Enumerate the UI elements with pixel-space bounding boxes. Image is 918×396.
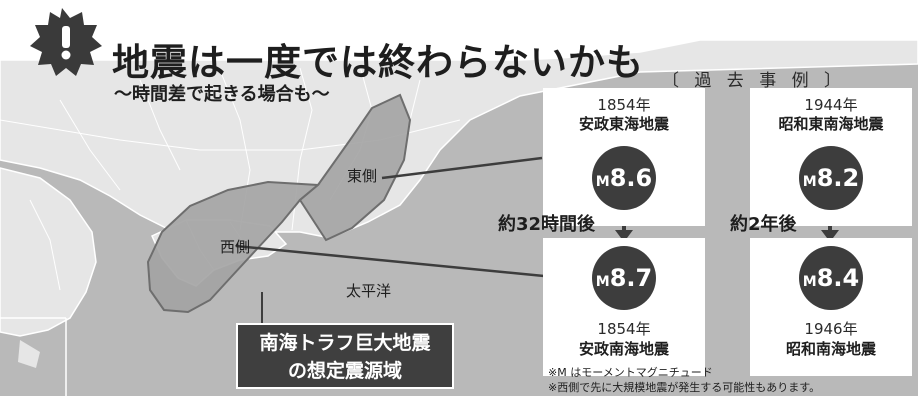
headline-title: 地震は一度では終わらないかも (112, 41, 644, 84)
case-card-ansei-tokai: 1854年 安政東海地震 M8.6 (543, 88, 705, 226)
card-quake-name: 昭和南海地震 (785, 340, 876, 358)
magnitude-prefix: M (595, 174, 610, 190)
inset-island (18, 340, 40, 368)
east-leader-line (381, 156, 543, 180)
card-quake-name: 安政東海地震 (578, 115, 669, 133)
card-quake-name: 昭和東南海地震 (778, 115, 884, 133)
magnitude-badge: M8.2 (799, 146, 863, 210)
magnitude-prefix: M (802, 274, 817, 290)
east-region-label: 東側 (347, 167, 378, 185)
card-year: 1944年 (804, 96, 858, 114)
interval-label: 約2年後 (730, 214, 797, 235)
magnitude-prefix: M (595, 274, 610, 290)
magnitude-value: 8.4 (816, 264, 860, 292)
magnitude-value: 8.2 (816, 164, 860, 192)
honshu-landmass (0, 39, 918, 239)
source-zone-caption: 南海トラフ巨大地震 の想定震源域 (236, 323, 454, 389)
case-card-showa-nankai: M8.4 1946年 昭和南海地震 (750, 238, 912, 376)
headline-subtitle: 〜時間差で起きる場合も〜 (114, 84, 330, 105)
west-leader-line (235, 244, 545, 278)
source-zone-east (298, 93, 412, 242)
footnote-west-first: ※西側で先に大規模地震が発生する可能性もあります。 (548, 381, 821, 394)
magnitude-badge: M8.4 (799, 246, 863, 310)
magnitude-value: 8.7 (609, 264, 653, 292)
inset-border (0, 317, 67, 396)
card-year: 1946年 (804, 320, 858, 338)
exclamation-burst-icon (30, 8, 102, 76)
caption-line-2: の想定震源域 (287, 360, 402, 382)
upper-background (0, 0, 918, 60)
kyushu-landmass (0, 167, 97, 337)
case-card-showa-tonankai: 1944年 昭和東南海地震 M8.2 (750, 88, 912, 226)
magnitude-prefix: M (802, 174, 817, 190)
caption-line-1: 南海トラフ巨大地震 (259, 332, 431, 354)
card-quake-name: 安政南海地震 (578, 340, 669, 358)
magnitude-badge: M8.6 (592, 146, 656, 210)
case-card-ansei-nankai: M8.7 1854年 安政南海地震 (543, 238, 705, 376)
west-region-label: 西側 (220, 238, 251, 256)
section-title: 〔 過 去 事 例 〕 (662, 71, 847, 91)
footnote-magnitude: ※M はモーメントマグニチュード (548, 366, 713, 379)
ocean-label: 太平洋 (346, 282, 392, 300)
card-year: 1854年 (597, 320, 651, 338)
magnitude-badge: M8.7 (592, 246, 656, 310)
magnitude-value: 8.6 (609, 164, 653, 192)
card-year: 1854年 (597, 96, 651, 114)
source-zone-west (146, 180, 321, 314)
interval-label: 約32時間後 (498, 214, 596, 235)
